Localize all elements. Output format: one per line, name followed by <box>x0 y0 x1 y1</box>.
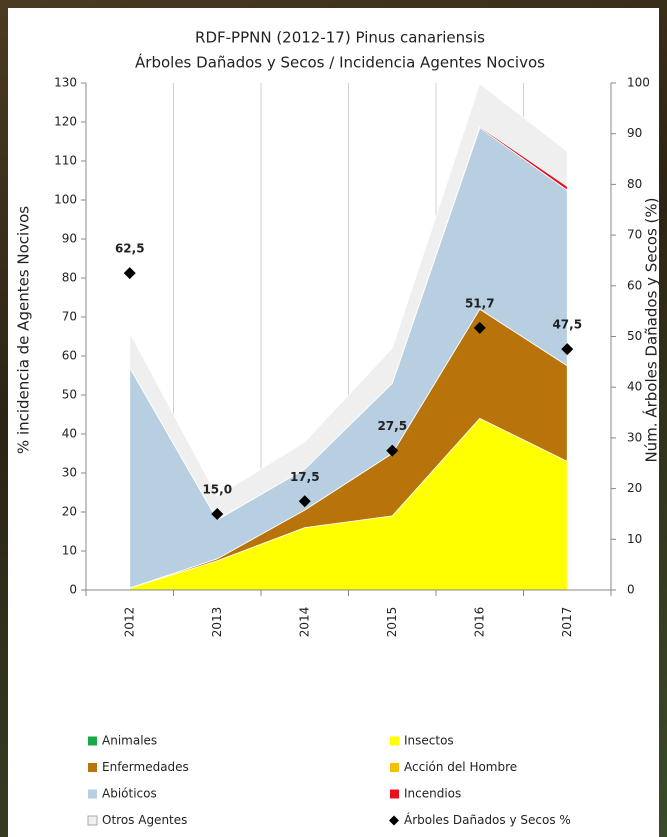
x-tick-label: 2015 <box>385 607 399 638</box>
value-label: 17,5 <box>290 470 320 484</box>
y-tick-label: 30 <box>62 466 77 480</box>
y-tick-label: 80 <box>62 271 77 285</box>
legend-swatch <box>390 763 399 772</box>
x-tick-label: 2016 <box>472 607 486 638</box>
y-tick-label: 20 <box>62 505 77 519</box>
x-tick-label: 2012 <box>122 607 136 638</box>
chart-subtitle: Árboles Dañados y Secos / Incidencia Age… <box>135 53 545 72</box>
y2-tick-label: 50 <box>627 329 642 343</box>
legend: Animales Insectos Enfermedades Acción del H… <box>87 734 571 827</box>
y2-tick-label: 90 <box>627 126 642 140</box>
x-tick-label: 2017 <box>560 607 574 638</box>
y-tick-label: 60 <box>62 349 77 363</box>
legend-label: Abióticos <box>102 787 157 801</box>
legend-label: Árboles Dañados y Secos % <box>404 812 571 827</box>
marker <box>123 267 136 280</box>
legend-label: Enfermedades <box>102 760 189 774</box>
legend-label: Incendios <box>404 787 461 801</box>
legend-swatch <box>88 789 97 799</box>
y2-tick-label: 70 <box>627 228 642 242</box>
marker <box>211 507 224 520</box>
y-tick-label: 40 <box>62 427 77 441</box>
marker <box>386 444 399 457</box>
y2-tick-label: 30 <box>627 430 642 444</box>
x-tick-label: 2014 <box>297 607 311 638</box>
y2-tick-label: 20 <box>627 481 642 495</box>
legend-swatch <box>390 736 399 746</box>
legend-swatch <box>88 763 97 772</box>
legend-swatch <box>87 815 98 826</box>
x-tick-label: 2013 <box>210 607 224 638</box>
y2-tick-label: 100 <box>627 76 650 90</box>
y2-tick-label: 80 <box>627 177 642 191</box>
value-label: 51,7 <box>465 296 495 310</box>
y-tick-label: 130 <box>54 76 77 90</box>
chart-title: RDF-PPNN (2012-17) Pinus canariensis <box>195 29 485 47</box>
legend-label: Animales <box>102 734 157 748</box>
marker <box>473 321 486 334</box>
y-tick-label: 50 <box>62 388 77 402</box>
y-tick-label: 10 <box>62 544 77 558</box>
y-tick-label: 70 <box>62 310 77 324</box>
y-axis-label: % incidencia de Agentes Nocivos <box>15 206 33 454</box>
legend-label: Insectos <box>404 734 454 748</box>
y-tick-label: 110 <box>54 154 77 168</box>
y-tick-label: 0 <box>69 583 77 597</box>
y2-tick-label: 10 <box>627 532 642 546</box>
legend-marker <box>389 815 399 826</box>
y-tick-label: 90 <box>62 232 77 246</box>
value-label: 27,5 <box>377 419 407 433</box>
y2-axis-label: Núm. Árboles Dañados y Secos (%) <box>642 197 661 462</box>
legend-swatch <box>390 789 399 799</box>
y2-tick-label: 60 <box>627 278 642 292</box>
value-label: 62,5 <box>115 242 145 256</box>
y-tick-label: 100 <box>54 193 77 207</box>
value-label: 47,5 <box>552 318 582 332</box>
y2-tick-label: 40 <box>627 380 642 394</box>
legend-swatch <box>88 736 97 746</box>
marker <box>298 495 311 508</box>
y2-tick-label: 0 <box>627 583 635 597</box>
legend-label: Otros Agentes <box>102 813 187 827</box>
value-label: 15,0 <box>202 482 232 496</box>
y-tick-label: 120 <box>54 115 77 129</box>
marker <box>561 343 574 356</box>
legend-label: Acción del Hombre <box>404 760 517 774</box>
